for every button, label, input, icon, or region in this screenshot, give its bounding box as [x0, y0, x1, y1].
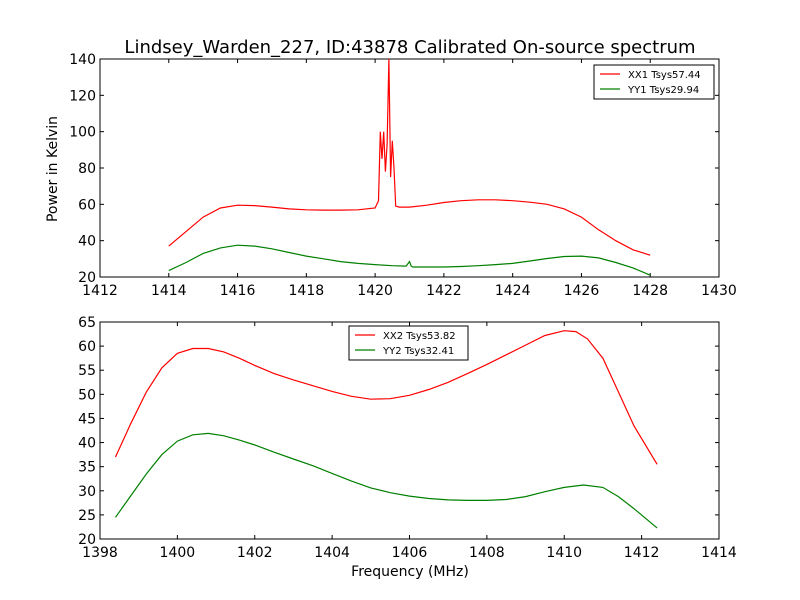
legend-box	[348, 325, 469, 361]
y-tick-label: 20	[78, 270, 96, 286]
x-tick-label: 1402	[237, 545, 273, 561]
y-tick-label: 120	[69, 88, 96, 104]
chart-title: Lindsey_Warden_227, ID:43878 Calibrated …	[124, 37, 695, 58]
y-tick-label: 40	[78, 436, 96, 452]
x-tick-label: 1410	[546, 545, 582, 561]
y-tick-label: 55	[78, 363, 96, 379]
x-tick-label: 1418	[289, 283, 325, 299]
y-tick-label: 50	[78, 387, 96, 403]
x-tick-label: 1428	[632, 283, 668, 299]
y-tick-label: 45	[78, 411, 96, 427]
x-tick-label: 1400	[160, 545, 196, 561]
y-tick-label: 100	[69, 125, 96, 141]
legend-label: YY1 Tsys29.94	[627, 85, 699, 96]
y-tick-label: 40	[78, 234, 96, 250]
legend-label: YY2 Tsys32.41	[382, 346, 454, 357]
x-tick-label: 1398	[82, 545, 118, 561]
series-line-xx1	[168, 59, 651, 256]
x-tick-label: 1414	[151, 283, 187, 299]
y-tick-label: 140	[69, 52, 96, 68]
y-tick-label: 80	[78, 161, 96, 177]
series-line-yy1	[168, 244, 651, 276]
bottom-plot: 1398 1400 1402 1404 1406 1408 1410 1412 1414 20 25…	[78, 315, 737, 561]
y-tick-label: 20	[78, 532, 96, 548]
x-tick-label: 1426	[564, 283, 600, 299]
x-tick-label: 1416	[220, 283, 256, 299]
legend-box	[593, 64, 715, 100]
x-tick-label: 1424	[495, 283, 531, 299]
series-line-yy2	[115, 432, 658, 529]
x-tick-label: 1406	[392, 545, 428, 561]
x-tick-label: 1408	[469, 545, 505, 561]
y-tick-label: 60	[78, 197, 96, 213]
x-tick-label: 1420	[357, 283, 393, 299]
x-tick-label: 1422	[426, 283, 462, 299]
x-tick-label: 1412	[82, 283, 118, 299]
x-tick-label: 1404	[314, 545, 350, 561]
y-tick-label: 35	[78, 460, 96, 476]
x-tick-label: 1412	[624, 545, 660, 561]
legend-label: XX1 Tsys57.44	[628, 70, 701, 81]
top-plot: 1412 1414 1416 1418 1420 1422 1424 1426 1428 1430…	[69, 52, 737, 299]
y-tick-label: 25	[78, 508, 96, 524]
x-tick-label: 1414	[701, 545, 737, 561]
y-tick-label: 30	[78, 484, 96, 500]
x-tick-label: 1430	[701, 283, 737, 299]
x-axis-label: Frequency (MHz)	[351, 564, 469, 580]
y-axis-label: Power in Kelvin	[45, 116, 61, 222]
series-line-xx2	[114, 330, 658, 465]
y-tick-label: 65	[78, 315, 96, 331]
y-tick-label: 60	[78, 339, 96, 355]
legend-label: XX2 Tsys53.82	[383, 331, 456, 342]
